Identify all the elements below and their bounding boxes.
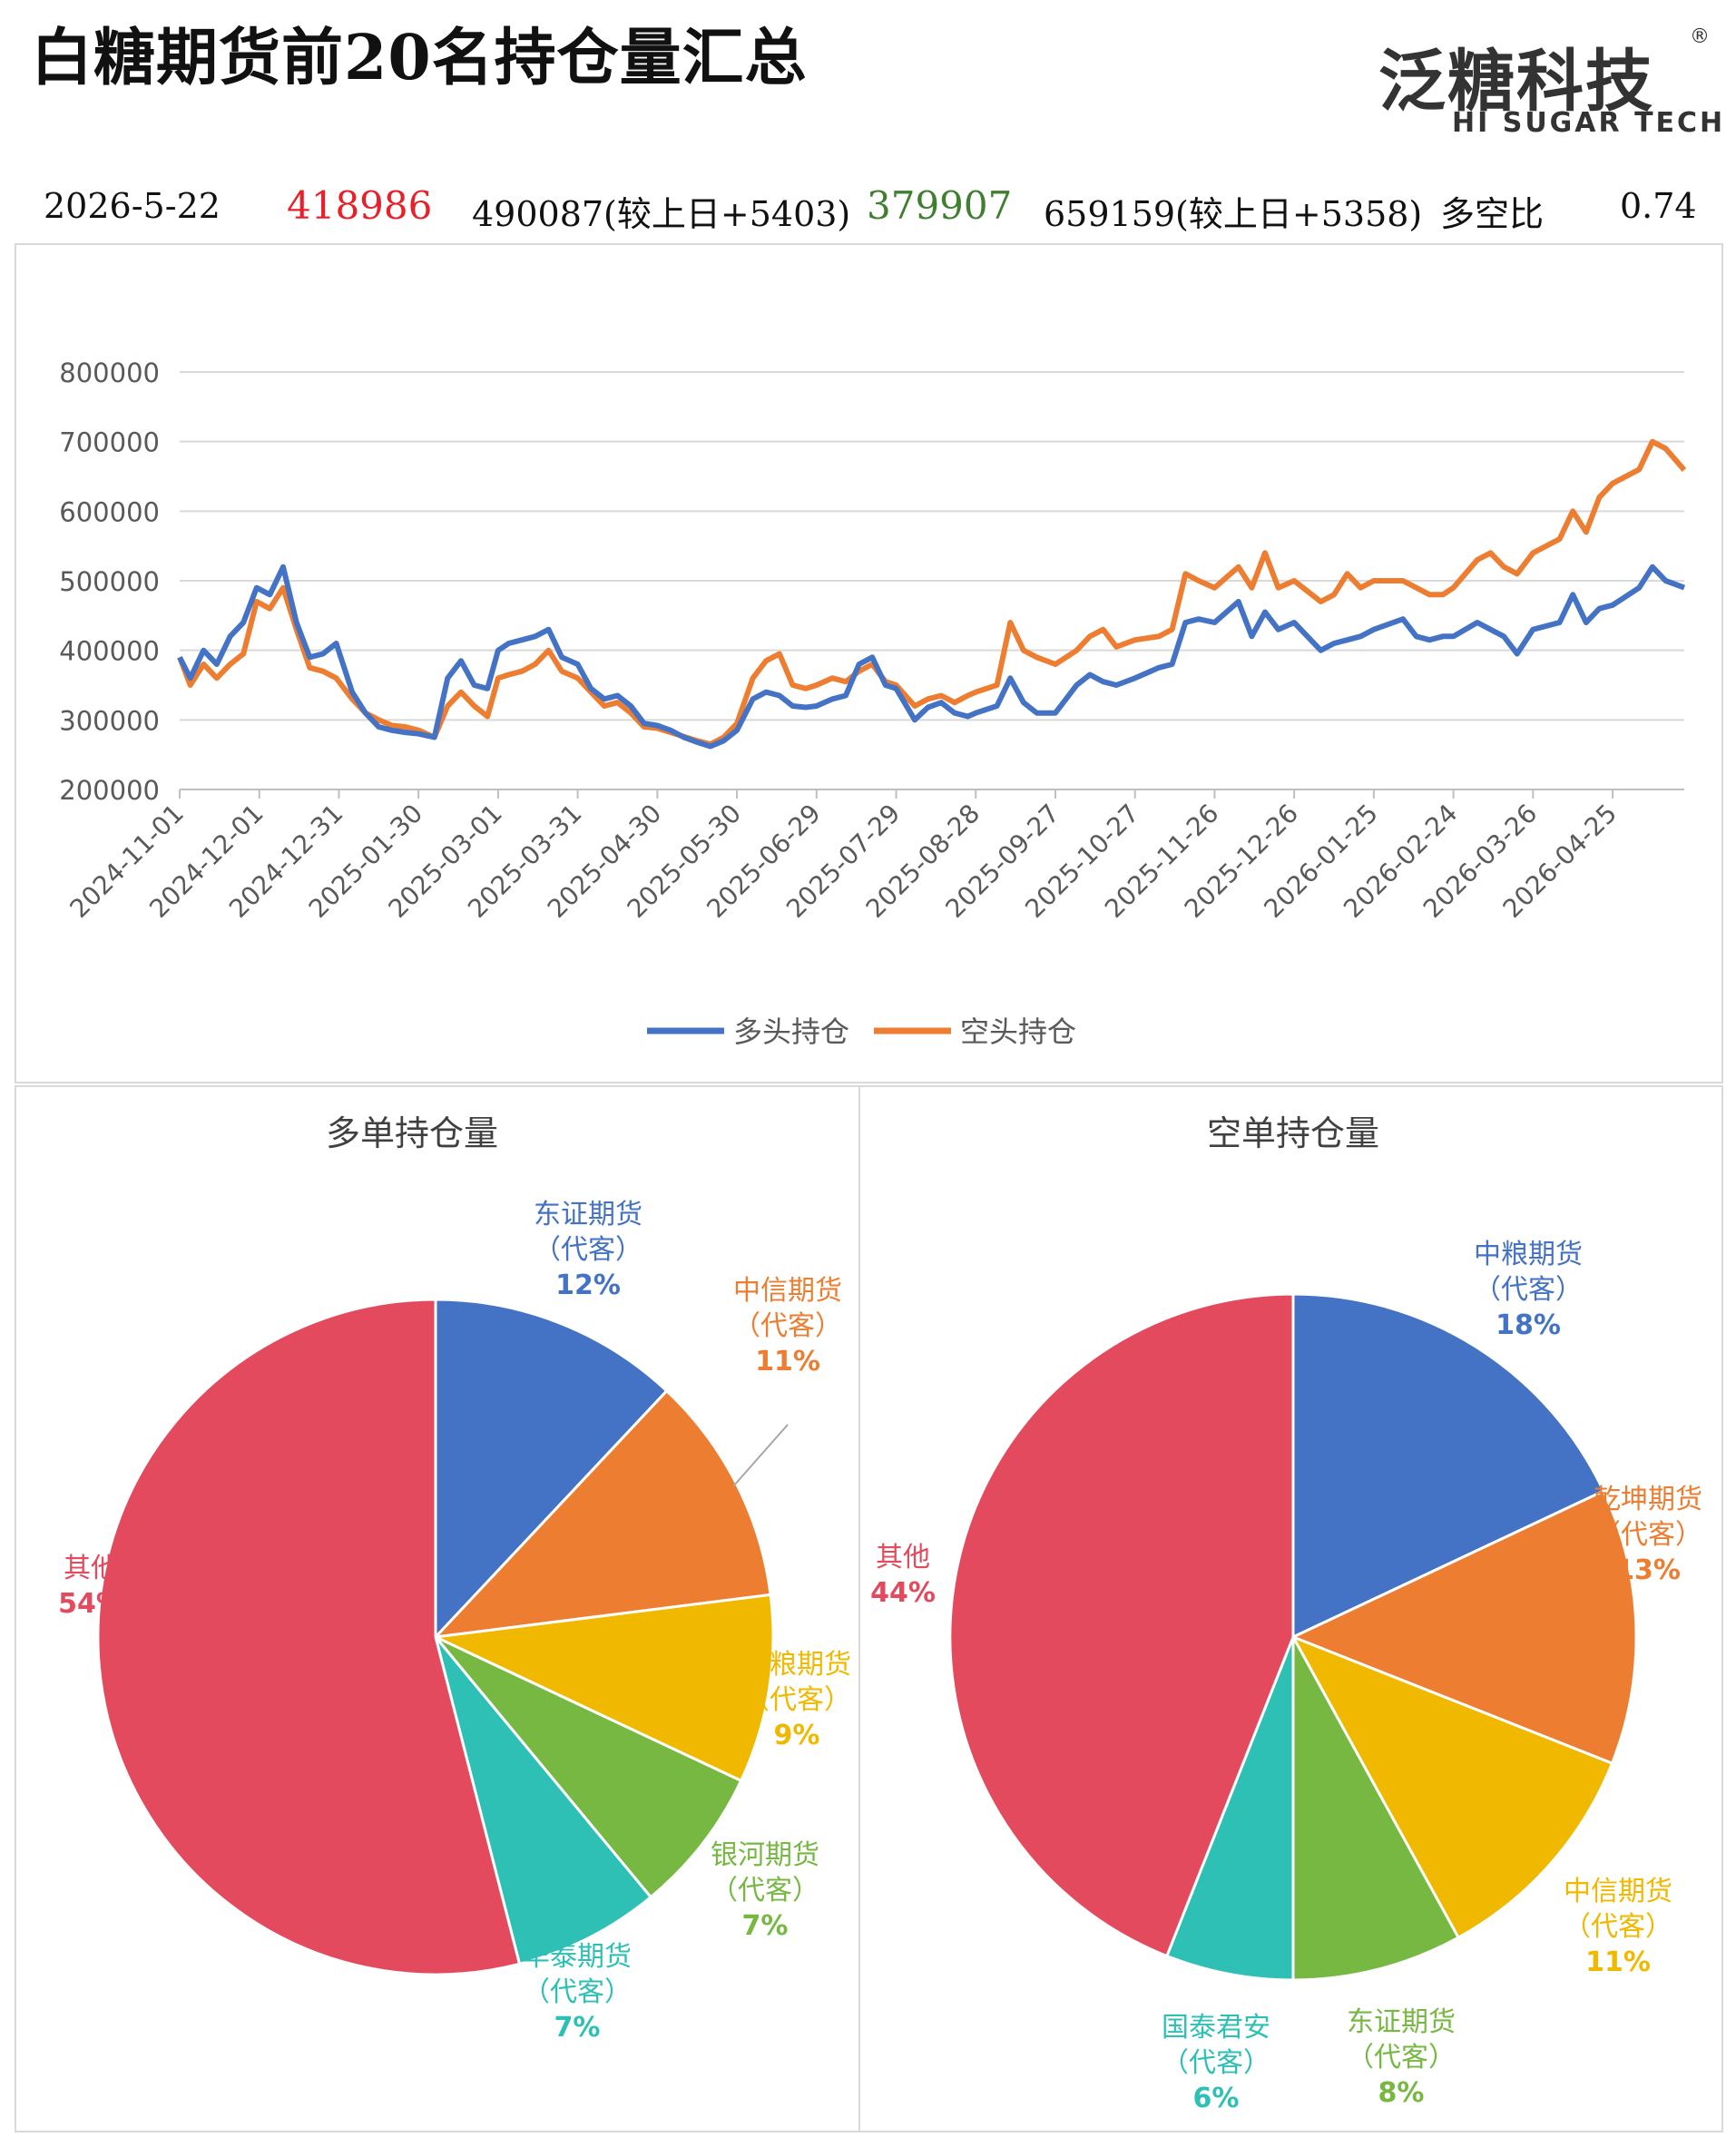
slice-label: 其他 54% [58,1553,123,1620]
pie-slice [948,1292,1295,1958]
y-tick-label: 200000 [59,775,160,806]
slice-name: （代客） [1162,2047,1270,2079]
slice-label: 华泰期货（代客） 7% [523,1941,632,2044]
slice-percent: 54% [58,1588,123,1620]
short-total-value: 659159(较上日+5358) [1044,194,1423,234]
slice-name: 银河期货 [711,1839,819,1871]
y-tick-label: 800000 [59,358,160,388]
y-tick-label: 400000 [59,636,160,667]
slice-name: 其他 [876,1542,930,1573]
slice-name: （代客） [534,1234,642,1266]
pie-slice [434,1635,743,1899]
slice-label: 中粮期货 （代客）18% [1474,1239,1583,1341]
short-net-value: 379907 [867,183,1013,228]
slice-name: （代客） [1474,1274,1583,1306]
series-line-short [177,438,1687,748]
leader-line [732,1424,789,1487]
long-pie-panel: 多单持仓量 东证期货 （代客） 12% 中信期货 （代客） 11% 中粮期货 （代客） 9% 银河期… [15,1085,862,2132]
slice-label: 国泰君安（代客） 6% [1162,2012,1270,2114]
slice-name: （代客） [1594,1519,1702,1551]
slice-name: （代客） [1347,2042,1456,2073]
slice-name: （代客） [742,1684,851,1716]
slice-percent: 7% [554,2012,601,2044]
legend-label: 多头持仓 [733,1015,849,1049]
slice-name: 中信期货 [1564,1876,1672,1907]
line-chart-panel: 800000 700000 600000 500000 400000 300000 2000… [15,243,1723,1083]
ratio-label: 多空比 [1440,194,1545,234]
slice-name: 乾坤期货 [1594,1484,1702,1515]
registered-mark: ® [1690,25,1710,48]
line-chart: 800000 700000 600000 500000 400000 300000 2000… [59,358,1687,1049]
pie-slice [434,1298,669,1641]
report-date: 2026-5-22 [44,186,221,226]
slice-name: 东证期货 [534,1199,642,1230]
brand-logo-english: HI SUGAR TECH [1452,107,1726,139]
slice-name: 国泰君安 [1162,2012,1270,2044]
pie-slice [434,1636,653,1966]
slice-percent: 44% [870,1577,936,1609]
slice-label: 中信期货（代客） 11% [733,1275,842,1377]
y-tick-label: 600000 [59,496,160,527]
short-pie-chart: 空单持仓量中粮期货（代客）18%乾坤期货（代客）13%中信期货（代客）11%东证… [870,1113,1702,2114]
slice-label: 中粮期货（代客） 9% [742,1649,851,1751]
slice-percent: 11% [755,1346,820,1377]
brand-logo: 泛糖科技 [1378,43,1654,121]
pie-slice [96,1298,522,1976]
page-title: 白糖期货前20名持仓量汇总 [31,22,808,94]
series-line-long [177,564,1686,750]
slice-label: 东证期货 （代客） 12% [534,1199,642,1301]
slice-percent: 18% [1496,1309,1561,1341]
pie-title: 空单持仓量 [1207,1113,1379,1153]
slice-label: 银河期货 （代客）7% [711,1839,819,1942]
pie-slice [430,1593,775,1783]
slice-name: 华泰期货 [523,1941,632,1973]
slice-label: 其他 44% [870,1542,936,1609]
pie-title: 多单持仓量 [326,1113,498,1153]
slice-label: 乾坤期货 （代客）13% [1594,1484,1702,1586]
slice-name: 中粮期货 [742,1649,851,1681]
slice-label: 中信期货 （代客）11% [1564,1876,1672,1978]
pie-slice [1291,1292,1605,1640]
slice-label: 东证期货 （代客） 8% [1347,2006,1456,2109]
slice-name: （代客） [523,1976,632,2008]
slice-percent: 13% [1615,1554,1681,1586]
slice-name: （代客） [733,1310,842,1342]
slice-percent: 11% [1585,1946,1651,1978]
y-tick-label: 500000 [59,566,160,597]
pie-slice [1164,1636,1295,1982]
long-net-value: 418986 [287,183,433,228]
slice-percent: 7% [742,1910,789,1942]
slice-name: （代客） [711,1875,819,1907]
ratio-value: 0.74 [1620,186,1697,226]
short-pie-panel: 空单持仓量 中粮期货 （代客） 18% 乾坤期货 （代客） 13% 中信期货 （代客） 11% 东证… [858,1085,1723,2132]
legend-label: 空头持仓 [960,1015,1076,1049]
pie-slice [1290,1489,1638,1766]
slice-name: 中粮期货 [1474,1239,1583,1270]
pie-slice [1290,1634,1614,1940]
slice-percent: 6% [1193,2083,1240,2114]
slice-percent: 8% [1378,2077,1425,2109]
y-tick-label: 300000 [59,705,160,736]
slice-name: （代客） [1564,1911,1672,1943]
slice-name: 中信期货 [733,1275,842,1307]
long-total-value: 490087(较上日+5403) [472,194,851,234]
slice-percent: 9% [774,1720,820,1751]
pie-slice [1291,1636,1461,1982]
y-tick-label: 700000 [59,427,160,458]
slice-name: 东证期货 [1347,2006,1456,2038]
slice-name: 其他 [64,1553,118,1584]
slice-percent: 12% [555,1270,621,1301]
